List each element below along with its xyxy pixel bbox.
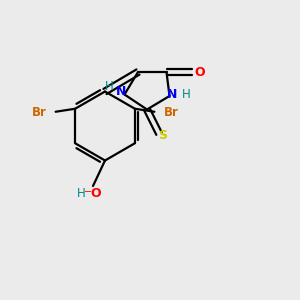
Text: H: H [182,88,190,101]
Text: H: H [105,80,114,94]
Text: O: O [91,187,101,200]
Text: S: S [158,129,167,142]
Text: Br: Br [164,106,178,119]
Text: O: O [194,65,205,79]
Text: N: N [167,88,178,101]
Text: N: N [116,85,126,98]
Text: H: H [76,187,85,200]
Text: Br: Br [32,106,46,119]
Text: −: − [84,187,93,197]
